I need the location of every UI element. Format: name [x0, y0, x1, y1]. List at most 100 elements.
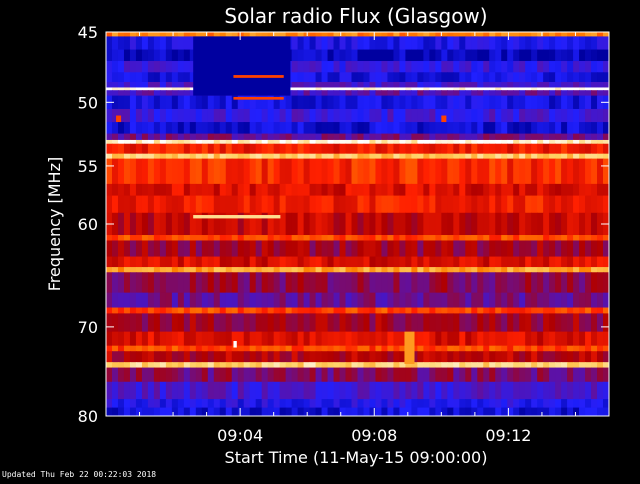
- heatmap-cell: [381, 313, 389, 333]
- heatmap-cell: [213, 367, 221, 383]
- spectral-feature: [441, 115, 447, 123]
- heatmap-cell: [429, 90, 436, 97]
- heatmap-cell: [249, 292, 257, 309]
- heatmap-cell: [429, 72, 436, 83]
- heatmap-cell: [345, 399, 353, 409]
- heatmap-cell: [405, 32, 412, 38]
- heatmap-cell: [489, 108, 496, 123]
- heatmap-cell: [507, 183, 514, 197]
- heatmap-cell: [375, 367, 383, 383]
- heatmap-cell: [106, 183, 113, 197]
- frequency-band: [106, 267, 609, 273]
- heatmap-cell: [243, 407, 251, 416]
- heatmap-cell: [459, 240, 466, 258]
- heatmap-cell: [387, 362, 395, 369]
- heatmap-cell: [106, 267, 113, 273]
- heatmap-cell: [333, 195, 341, 214]
- heatmap-cell: [171, 153, 179, 160]
- heatmap-cell: [141, 331, 149, 347]
- heatmap-cell: [165, 292, 173, 309]
- heatmap-cell: [123, 212, 131, 236]
- heatmap-cell: [603, 90, 609, 97]
- heatmap-cell: [123, 313, 131, 333]
- heatmap-cell: [483, 32, 490, 38]
- heatmap-cell: [106, 195, 113, 214]
- heatmap-cell: [189, 36, 197, 51]
- heatmap-cell: [489, 235, 496, 242]
- heatmap-cell: [231, 133, 239, 141]
- heatmap-cell: [447, 32, 454, 38]
- heatmap-cell: [531, 158, 538, 185]
- heatmap-cell: [387, 407, 395, 416]
- heatmap-cell: [351, 240, 359, 258]
- heatmap-cell: [117, 90, 125, 97]
- heatmap-cell: [297, 153, 305, 160]
- heatmap-cell: [345, 240, 353, 258]
- heatmap-cell: [219, 153, 227, 160]
- heatmap-cell: [285, 267, 293, 273]
- heatmap-cell: [423, 256, 430, 268]
- heatmap-cell: [597, 381, 604, 400]
- heatmap-cell: [219, 143, 227, 155]
- heatmap-cell: [106, 331, 113, 347]
- heatmap-cell: [273, 272, 281, 294]
- heatmap-cell: [543, 313, 550, 333]
- heatmap-cell: [597, 195, 604, 214]
- heatmap-cell: [435, 307, 442, 314]
- heatmap-cell: [567, 351, 574, 363]
- heatmap-cell: [543, 122, 550, 135]
- heatmap-cell: [579, 90, 586, 97]
- heatmap-cell: [531, 122, 538, 135]
- heatmap-cell: [573, 139, 580, 145]
- heatmap-cell: [267, 195, 275, 214]
- heatmap-cell: [435, 256, 442, 268]
- heatmap-cell: [483, 307, 490, 314]
- heatmap-cell: [405, 292, 412, 309]
- heatmap-cell: [159, 72, 167, 83]
- heatmap-cell: [579, 195, 586, 214]
- heatmap-cell: [255, 362, 263, 369]
- heatmap-cell: [153, 256, 161, 268]
- heatmap-cell: [357, 362, 365, 369]
- y-tick-label: 45: [78, 23, 98, 42]
- heatmap-cell: [423, 292, 430, 309]
- heatmap-cell: [291, 292, 299, 309]
- heatmap-cell: [447, 212, 454, 236]
- heatmap-cell: [201, 153, 209, 160]
- heatmap-cell: [106, 139, 113, 145]
- heatmap-cell: [309, 307, 317, 314]
- heatmap-cell: [153, 195, 161, 214]
- heatmap-cell: [501, 292, 508, 309]
- heatmap-cell: [423, 153, 430, 160]
- heatmap-cell: [603, 313, 609, 333]
- heatmap-cell: [441, 367, 448, 383]
- heatmap-cell: [495, 183, 502, 197]
- heatmap-cell: [477, 108, 484, 123]
- heatmap-cell: [309, 240, 317, 258]
- heatmap-cell: [501, 61, 508, 73]
- heatmap-cell: [189, 307, 197, 314]
- heatmap-cell: [207, 240, 215, 258]
- spectral-feature: [404, 331, 415, 364]
- heatmap-cell: [111, 32, 119, 38]
- heatmap-cell: [549, 61, 556, 73]
- heatmap-cell: [303, 240, 311, 258]
- heatmap-cell: [195, 240, 203, 258]
- heatmap-cell: [483, 153, 490, 160]
- heatmap-cell: [477, 351, 484, 363]
- heatmap-cell: [177, 36, 185, 51]
- heatmap-cell: [159, 256, 167, 268]
- heatmap-cell: [171, 133, 179, 141]
- heatmap-cell: [489, 367, 496, 383]
- heatmap-cell: [513, 143, 520, 155]
- heatmap-cell: [129, 367, 137, 383]
- heatmap-cell: [489, 95, 496, 110]
- heatmap-cell: [579, 307, 586, 314]
- heatmap-cell: [369, 351, 377, 363]
- heatmap-cell: [495, 61, 502, 73]
- heatmap-cell: [129, 235, 137, 242]
- heatmap-cell: [411, 49, 418, 62]
- heatmap-cell: [405, 108, 412, 123]
- heatmap-cell: [351, 49, 359, 62]
- heatmap-cell: [369, 240, 377, 258]
